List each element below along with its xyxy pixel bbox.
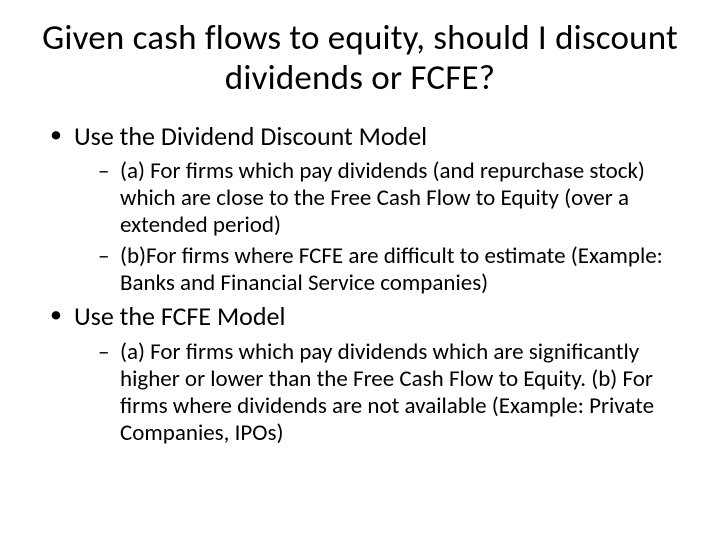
- bullet-level2: (a) For firms which pay dividends (and r…: [40, 158, 680, 239]
- slide: Given cash flows to equity, should I dis…: [0, 0, 720, 540]
- bullet-level1: Use the FCFE Model: [40, 301, 680, 332]
- bullet-level1: Use the Dividend Discount Model: [40, 121, 680, 152]
- slide-title: Given cash flows to equity, should I dis…: [40, 18, 680, 99]
- bullet-level2: (a) For firms which pay dividends which …: [40, 339, 680, 448]
- bullet-level2: (b)For firms where FCFE are difficult to…: [40, 243, 680, 297]
- slide-body: Use the Dividend Discount Model (a) For …: [40, 121, 680, 448]
